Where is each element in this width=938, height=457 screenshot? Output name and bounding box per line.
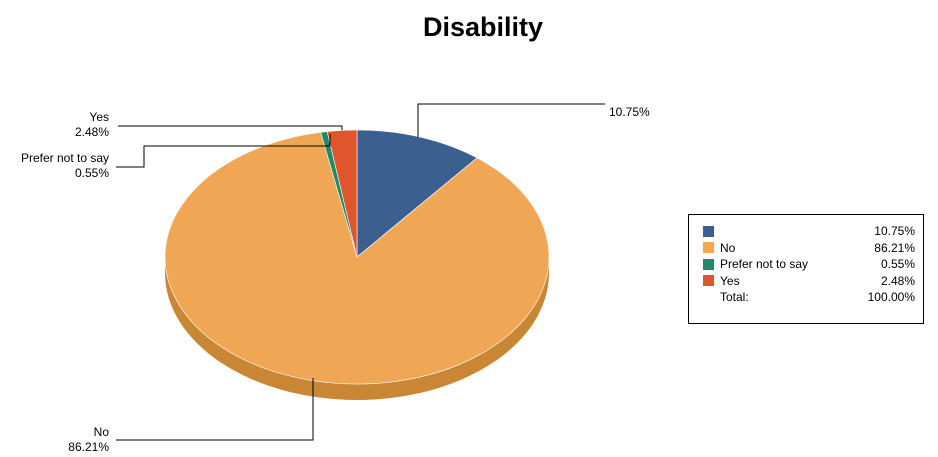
legend-swatch — [703, 258, 714, 270]
pie-slice — [164, 131, 550, 385]
slice-label-name: No — [94, 425, 110, 439]
legend-item-value: 0.55% — [880, 257, 915, 272]
legend-total-row: Total: 100.00% — [703, 289, 915, 306]
legend-item: 10.75% — [703, 223, 915, 240]
legend-item: Prefer not to say 0.55% — [703, 256, 915, 273]
slice-label-value: 2.48% — [75, 125, 109, 139]
slice-label-name: Prefer not to say — [21, 151, 109, 165]
slice-label-value: 86.21% — [68, 440, 109, 454]
slice-label-value: 10.75% — [609, 105, 650, 119]
legend-total-label: Total: — [720, 290, 749, 305]
legend-total-value: 100.00% — [867, 290, 915, 305]
leader-line — [116, 378, 314, 441]
leader-line — [116, 134, 331, 168]
legend-item-value: 10.75% — [874, 224, 915, 239]
leader-line — [118, 125, 343, 130]
legend-item-value: 86.21% — [874, 240, 915, 255]
leader-line — [417, 103, 605, 137]
slice-label-name: Yes — [89, 110, 109, 124]
leader-lines — [116, 103, 605, 441]
legend-item-name: No — [720, 240, 736, 255]
legend-item-value: 2.48% — [880, 273, 915, 288]
pie-slice — [356, 129, 478, 258]
slice-label-value: 0.55% — [75, 166, 109, 180]
pie-slice — [326, 129, 358, 258]
legend: 10.75% No 86.21% Prefer not to say 0.55%… — [688, 214, 924, 324]
legend-item: No 86.21% — [703, 240, 915, 257]
legend-item-name: Prefer not to say — [720, 257, 809, 272]
chart-title: Disability — [422, 12, 544, 42]
pie-slices — [164, 129, 550, 385]
legend-item: Yes 2.48% — [703, 273, 915, 290]
legend-swatch — [703, 275, 714, 287]
legend-item-name: Yes — [720, 273, 740, 288]
legend-swatch — [703, 242, 714, 254]
legend-swatch — [703, 225, 714, 237]
